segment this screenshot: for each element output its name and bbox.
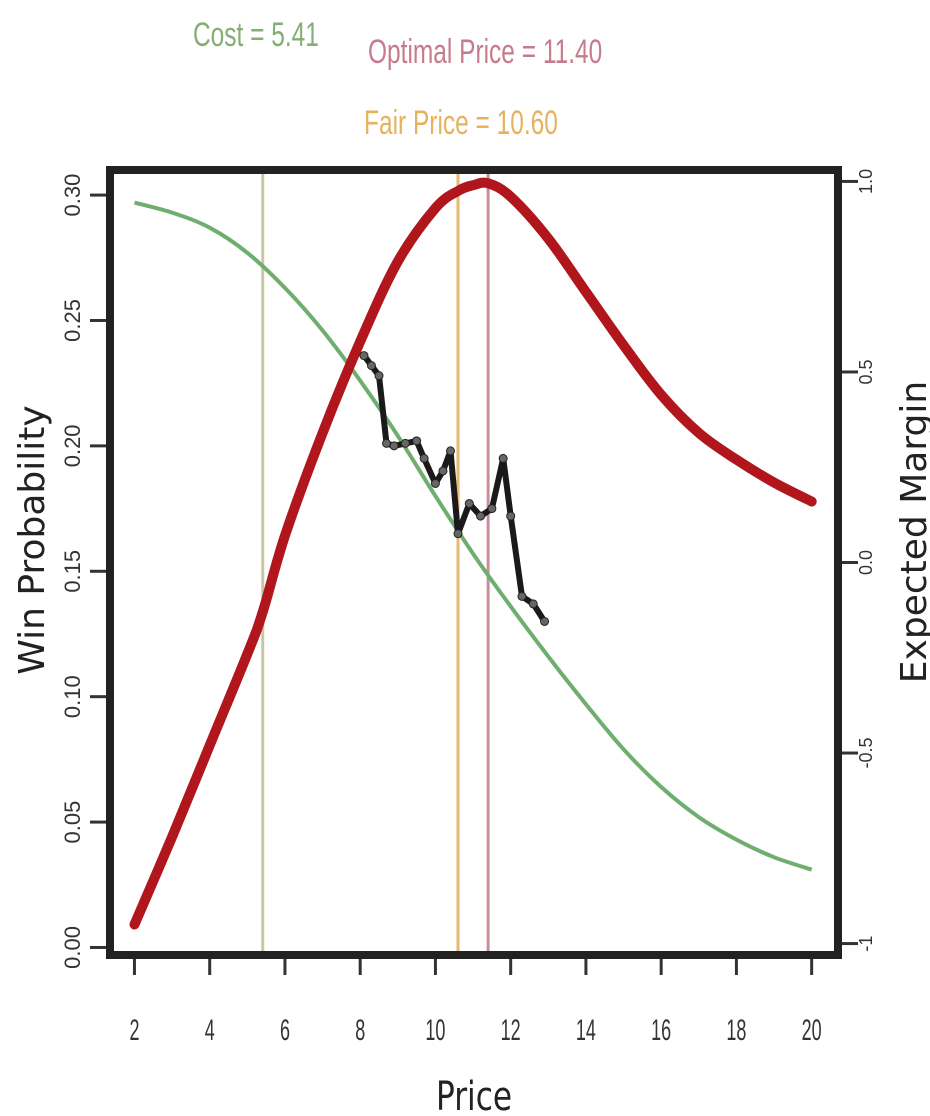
observed-point [430, 478, 440, 488]
observed-point [487, 504, 497, 514]
x-tick-label: 2 [129, 1015, 139, 1048]
observed-point [506, 511, 516, 521]
right-y-tick-label: 0.5 [856, 359, 876, 384]
observed-point [540, 616, 550, 626]
optimal-price-annotation: Optimal Price = 11.40 [368, 33, 603, 71]
left-y-tick-label: 0.00 [60, 926, 85, 969]
x-tick-label: 10 [425, 1015, 445, 1048]
x-axis-title: Price [436, 1074, 512, 1116]
observed-point [476, 511, 486, 521]
series-expected-margin [129, 177, 817, 930]
left-y-axis-title: Win Probability [12, 405, 53, 674]
left-y-tick-label: 0.05 [60, 801, 85, 844]
observed-point [419, 453, 429, 463]
x-tick-label: 12 [501, 1015, 521, 1048]
left-y-tick-label: 0.30 [60, 174, 85, 217]
observed-point [453, 529, 463, 539]
series-win-probability [133, 200, 813, 872]
left-y-tick-label: 0.15 [60, 550, 85, 593]
x-tick-label: 4 [205, 1015, 215, 1048]
series-observed [361, 353, 548, 624]
left-y-tick-label: 0.20 [60, 424, 85, 467]
x-tick-label: 6 [280, 1015, 290, 1048]
fair-price-annotation: Fair Price = 10.60 [364, 104, 558, 142]
observed-point [464, 499, 474, 509]
right-y-tick-label: -1 [856, 936, 876, 952]
plot-frame [106, 166, 842, 959]
right-y-tick-label: 0.0 [856, 550, 876, 575]
x-tick-label: 8 [355, 1015, 365, 1048]
observed-point [389, 441, 399, 451]
observed-point [438, 466, 448, 476]
observed-point [382, 438, 392, 448]
observed-point [498, 453, 508, 463]
cost-annotation: Cost = 5.41 [193, 16, 319, 54]
left-y-tick-label: 0.10 [60, 675, 85, 718]
x-tick-label: 14 [576, 1015, 596, 1048]
observed-point [374, 371, 384, 381]
observed-point [517, 591, 527, 601]
right-y-axis-title: Expected Margin [894, 381, 930, 683]
x-tick-label: 20 [802, 1015, 822, 1048]
observed-point [528, 599, 538, 609]
x-tick-label: 16 [651, 1015, 671, 1048]
observed-point [366, 361, 376, 371]
right-y-tick-label: -0.5 [856, 738, 876, 769]
observed-point [445, 446, 455, 456]
left-y-tick-label: 0.25 [60, 299, 85, 342]
observed-point [359, 351, 369, 361]
observed-point [412, 436, 422, 446]
x-tick-label: 18 [726, 1015, 746, 1048]
observed-point [400, 438, 410, 448]
right-y-tick-label: 1.0 [856, 169, 876, 194]
